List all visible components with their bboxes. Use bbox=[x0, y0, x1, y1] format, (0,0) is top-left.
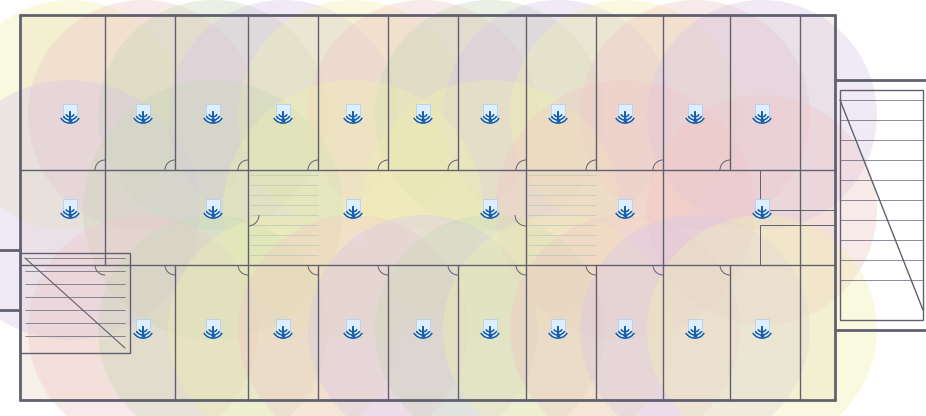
Circle shape bbox=[223, 80, 483, 340]
Bar bbox=[482, 199, 497, 217]
Bar bbox=[755, 104, 770, 122]
Bar bbox=[551, 319, 565, 337]
Circle shape bbox=[375, 0, 605, 230]
Circle shape bbox=[375, 215, 605, 416]
Circle shape bbox=[168, 215, 398, 416]
Circle shape bbox=[98, 215, 328, 416]
Bar bbox=[206, 104, 220, 122]
Bar bbox=[482, 104, 497, 122]
Circle shape bbox=[0, 80, 200, 340]
Circle shape bbox=[443, 0, 673, 230]
Circle shape bbox=[360, 80, 620, 340]
Circle shape bbox=[580, 0, 810, 230]
Circle shape bbox=[510, 215, 740, 416]
Bar bbox=[482, 319, 497, 337]
Circle shape bbox=[647, 95, 877, 325]
Bar bbox=[688, 104, 702, 122]
Circle shape bbox=[28, 215, 258, 416]
Circle shape bbox=[495, 80, 755, 340]
Bar bbox=[345, 104, 360, 122]
Bar bbox=[206, 199, 220, 217]
Circle shape bbox=[28, 0, 258, 230]
Bar bbox=[20, 15, 835, 400]
Bar bbox=[416, 104, 431, 122]
Bar bbox=[551, 104, 565, 122]
Bar bbox=[345, 199, 360, 217]
Bar bbox=[755, 319, 770, 337]
Bar bbox=[760, 170, 835, 210]
Circle shape bbox=[308, 0, 538, 230]
Circle shape bbox=[308, 215, 538, 416]
Circle shape bbox=[0, 0, 185, 230]
Circle shape bbox=[238, 0, 468, 230]
Bar bbox=[63, 199, 77, 217]
Circle shape bbox=[647, 215, 877, 416]
Bar bbox=[276, 319, 290, 337]
Circle shape bbox=[168, 0, 398, 230]
Circle shape bbox=[238, 215, 468, 416]
Bar bbox=[63, 104, 77, 122]
Bar bbox=[840, 90, 923, 320]
Bar bbox=[618, 319, 632, 337]
Bar bbox=[618, 199, 632, 217]
Bar bbox=[136, 104, 150, 122]
Bar bbox=[20, 253, 130, 353]
Circle shape bbox=[510, 0, 740, 230]
Circle shape bbox=[98, 0, 328, 230]
Bar bbox=[760, 225, 835, 265]
Bar bbox=[206, 319, 220, 337]
Bar bbox=[345, 319, 360, 337]
Bar bbox=[276, 104, 290, 122]
Circle shape bbox=[647, 0, 877, 230]
Bar bbox=[688, 319, 702, 337]
Circle shape bbox=[443, 215, 673, 416]
Bar bbox=[755, 199, 770, 217]
Bar bbox=[136, 319, 150, 337]
Bar bbox=[618, 104, 632, 122]
Circle shape bbox=[83, 80, 343, 340]
Bar bbox=[416, 319, 431, 337]
Circle shape bbox=[580, 215, 810, 416]
